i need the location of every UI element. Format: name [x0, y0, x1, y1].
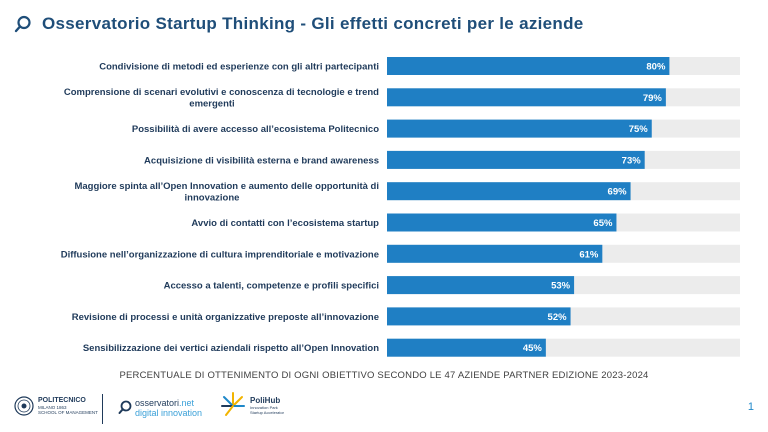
- category-label: emergenti: [189, 99, 234, 110]
- politecnico-name: POLITECNICO: [38, 397, 86, 404]
- category-label: Condivisione di metodi ed esperienze con…: [99, 62, 379, 73]
- category-label: Maggiore spinta all’Open Innovation e au…: [74, 181, 379, 192]
- category-label: Diffusione nell’organizzazione di cultur…: [61, 249, 379, 260]
- bar-value-label: 45%: [523, 343, 543, 354]
- politecnico-city: MILANO 1863: [38, 405, 67, 410]
- category-label: Possibilità di avere accesso all’ecosist…: [132, 124, 379, 135]
- polihub-sub2: Startup Accelerator: [250, 409, 285, 415]
- osservatori-logo: osservatori.net digital innovation: [118, 398, 202, 418]
- category-label: Accesso a talenti, competenze e profili …: [164, 281, 379, 292]
- category-label: Avvio di contatti con l’ecosistema start…: [191, 218, 379, 229]
- page-number: 1: [747, 401, 754, 413]
- category-label: Comprensione di scenari evolutivi e cono…: [64, 87, 379, 98]
- title-row: Osservatorio Startup Thinking - Gli effe…: [14, 12, 584, 36]
- bar-chart: 80% Condivisione di metodi ed esperienze …: [61, 57, 740, 357]
- politecnico-school: SCHOOL OF MANAGEMENT: [38, 410, 98, 415]
- bar: [387, 182, 631, 201]
- bar: [387, 307, 571, 326]
- bar: [387, 150, 645, 169]
- bar: [387, 119, 652, 138]
- bar: [387, 244, 603, 263]
- category-label: Revisione di processi e unità organizzat…: [72, 312, 379, 323]
- magnifier-logo-icon: [14, 15, 31, 33]
- bar: [387, 338, 546, 357]
- category-label: Acquisizione di visibilità esterna e bra…: [144, 155, 379, 166]
- bar-value-label: 79%: [643, 93, 663, 104]
- polihub-sub1: Innovation Park: [250, 404, 278, 410]
- bar-value-label: 73%: [622, 155, 642, 166]
- bar-value-label: 53%: [551, 281, 571, 292]
- bar-value-label: 52%: [548, 312, 568, 323]
- page-title: Osservatorio Startup Thinking - Gli effe…: [42, 14, 584, 33]
- bar-value-label: 61%: [579, 249, 599, 260]
- polihub-name: PoliHub: [250, 395, 281, 405]
- osservatori-name: osservatori: [135, 398, 180, 408]
- bar: [387, 213, 617, 232]
- osservatori-sub: digital innovation: [135, 408, 203, 418]
- bar-value-label: 69%: [608, 187, 628, 198]
- politecnico-logo: POLITECNICO MILANO 1863 SCHOOL OF MANAGE…: [14, 396, 98, 416]
- footer: POLITECNICO MILANO 1863 SCHOOL OF MANAGE…: [0, 386, 768, 432]
- bar-value-label: 80%: [646, 62, 666, 73]
- politecnico-seal-icon: [14, 396, 34, 416]
- category-label: innovazione: [185, 192, 240, 203]
- category-label: Sensibilizzazione dei vertici aziendali …: [83, 343, 379, 354]
- osservatori-magnifier-icon: [118, 400, 132, 414]
- bar-value-label: 65%: [593, 218, 613, 229]
- bar: [387, 88, 666, 107]
- polihub-burst-icon: [221, 392, 245, 416]
- bar: [387, 57, 670, 75]
- footer-divider: [102, 394, 103, 424]
- chart-footnote: PERCENTUALE DI OTTENIMENTO DI OGNI OBIET…: [119, 370, 649, 381]
- polihub-logo: PoliHub Innovation Park Startup Accelera…: [220, 390, 284, 420]
- osservatori-net: .net: [179, 398, 195, 408]
- bar-value-label: 75%: [629, 124, 649, 135]
- bar: [387, 276, 575, 295]
